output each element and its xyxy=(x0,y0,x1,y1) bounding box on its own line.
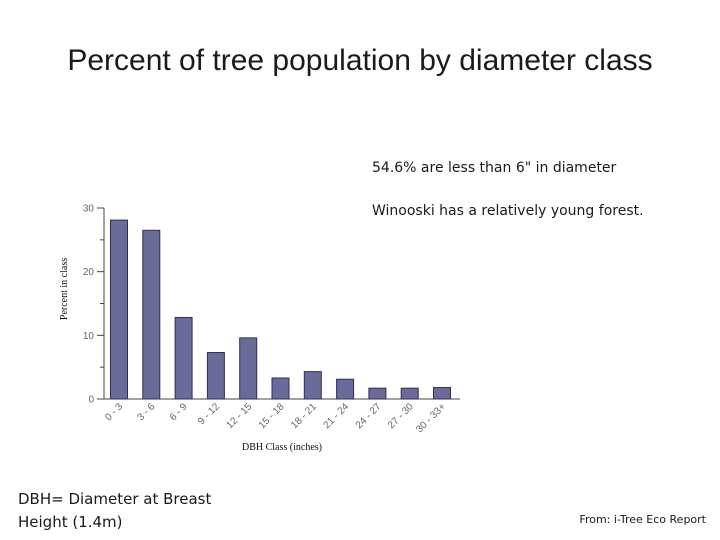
chart-labels: 0 10 20 30 0 - 3 3 - 6 6 - 9 9 - 12 12 - 15 15 - … xyxy=(83,204,448,436)
y-tick-label: 0 xyxy=(88,395,94,406)
x-category-label: 12 - 15 xyxy=(225,401,255,431)
x-category-label: 6 - 9 xyxy=(168,401,190,423)
bar xyxy=(368,387,387,400)
bar xyxy=(174,317,193,400)
bar xyxy=(206,352,225,400)
dbh-definition: DBH= Diameter at Breast Height (1.4m) xyxy=(18,490,212,531)
x-category-label: 0 - 3 xyxy=(103,401,125,423)
slide-title: Percent of tree population by diameter c… xyxy=(67,44,653,77)
bar xyxy=(433,387,451,400)
bar xyxy=(400,387,419,400)
y-axis-title: Percent in class xyxy=(59,258,70,320)
bar xyxy=(110,219,128,400)
summary-note: 54.6% are less than 6" in diameter xyxy=(372,160,617,176)
x-category-label: 3 - 6 xyxy=(135,401,157,423)
bar xyxy=(142,229,161,400)
bar xyxy=(239,337,258,400)
source-credit: From: i-Tree Eco Report xyxy=(579,513,706,526)
y-tick-label: 30 xyxy=(83,204,95,215)
y-tick-label: 20 xyxy=(83,267,95,278)
x-category-label: 15 - 18 xyxy=(257,401,287,431)
bar xyxy=(336,378,355,400)
x-category-label: 18 - 21 xyxy=(289,401,319,431)
x-category-label: 21 - 24 xyxy=(321,401,351,431)
bar xyxy=(303,371,322,400)
x-category-label: 9 - 12 xyxy=(196,401,222,427)
x-category-label: 30 - 33+ xyxy=(414,401,448,435)
bar xyxy=(271,377,290,400)
dbh-bar-chart: 0 10 20 30 0 - 3 3 - 6 6 - 9 9 - 12 12 - 15 15 - … xyxy=(59,204,460,453)
y-tick-label: 10 xyxy=(83,331,95,342)
x-category-label: 27 - 30 xyxy=(386,401,416,431)
x-axis-title: DBH Class (inches) xyxy=(242,442,322,453)
chart-bars xyxy=(110,219,451,400)
forest-age-note: Winooski has a relatively young forest. xyxy=(372,203,644,219)
x-category-label: 24 - 27 xyxy=(354,401,384,431)
